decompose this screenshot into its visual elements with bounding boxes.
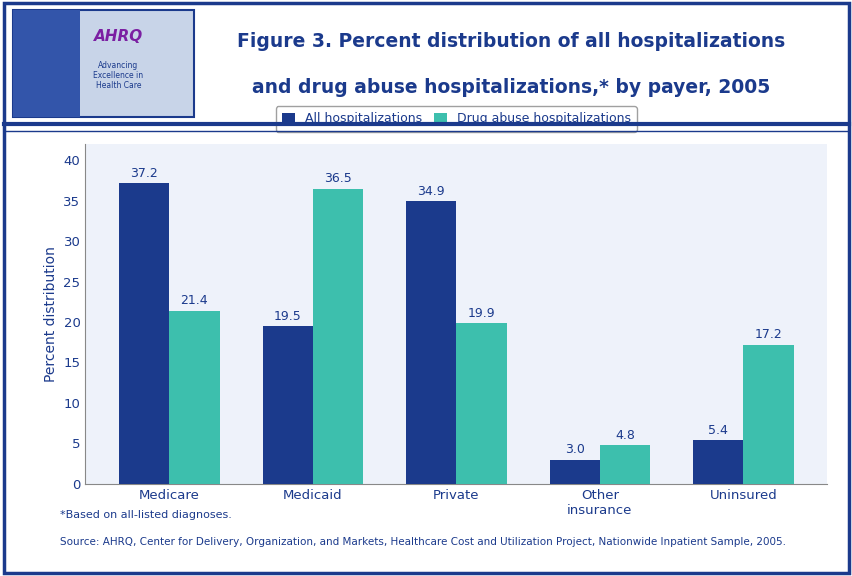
Legend: All hospitalizations, Drug abuse hospitalizations: All hospitalizations, Drug abuse hospita… — [275, 106, 636, 131]
FancyBboxPatch shape — [13, 10, 194, 116]
Bar — [119, 183, 169, 484]
Bar — [169, 310, 219, 484]
Text: 21.4: 21.4 — [181, 294, 208, 308]
Bar — [313, 188, 363, 484]
Text: 5.4: 5.4 — [707, 424, 728, 437]
Text: Figure 3. Percent distribution of all hospitalizations: Figure 3. Percent distribution of all ho… — [237, 32, 784, 51]
Text: 36.5: 36.5 — [324, 172, 351, 185]
Text: *Based on all-listed diagnoses.: *Based on all-listed diagnoses. — [60, 510, 231, 520]
Text: Advancing
Excellence in
Health Care: Advancing Excellence in Health Care — [93, 60, 143, 90]
FancyBboxPatch shape — [13, 10, 80, 116]
Text: 3.0: 3.0 — [564, 444, 584, 456]
Y-axis label: Percent distribution: Percent distribution — [43, 246, 58, 382]
Bar — [743, 344, 792, 484]
Bar — [549, 460, 599, 484]
Text: 17.2: 17.2 — [754, 328, 781, 342]
Bar — [456, 323, 506, 484]
Text: 34.9: 34.9 — [417, 185, 445, 198]
Text: Source: AHRQ, Center for Delivery, Organization, and Markets, Healthcare Cost an: Source: AHRQ, Center for Delivery, Organ… — [60, 537, 785, 547]
Bar — [406, 202, 456, 484]
Text: and drug abuse hospitalizations,* by payer, 2005: and drug abuse hospitalizations,* by pay… — [251, 78, 769, 97]
Text: 4.8: 4.8 — [614, 429, 634, 442]
Text: 19.9: 19.9 — [467, 306, 495, 320]
Text: AHRQ: AHRQ — [94, 29, 143, 44]
Bar — [693, 440, 743, 484]
Text: 37.2: 37.2 — [130, 166, 158, 180]
Text: 19.5: 19.5 — [273, 310, 302, 323]
Bar — [262, 326, 313, 484]
Bar — [599, 445, 649, 484]
